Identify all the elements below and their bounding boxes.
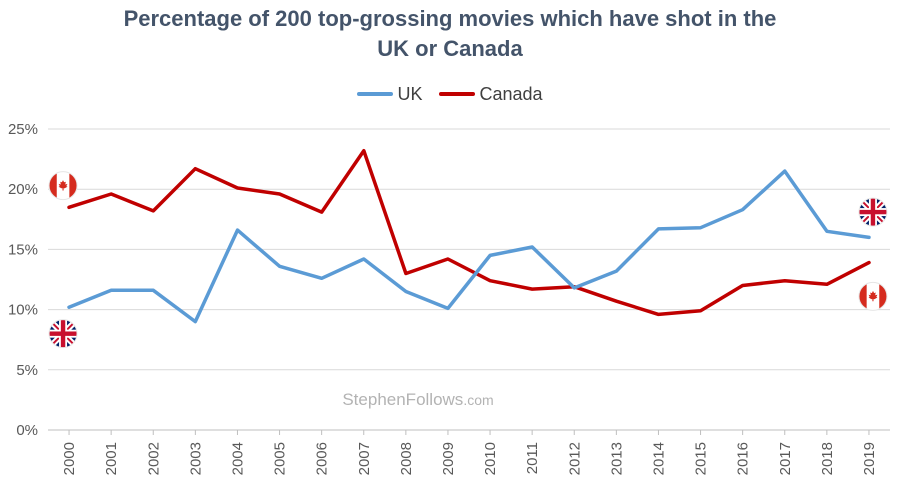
watermark-main: StephenFollows xyxy=(342,390,463,409)
chart-title: Percentage of 200 top-grossing movies wh… xyxy=(0,4,900,64)
x-tick-label: 2010 xyxy=(482,442,499,475)
x-tick-label: 2016 xyxy=(735,442,752,475)
uk-flag-icon xyxy=(858,197,888,227)
x-tick-label: 2000 xyxy=(61,442,78,475)
x-tick-label: 2014 xyxy=(650,442,667,475)
x-tick-label: 2007 xyxy=(356,442,373,475)
x-tick-label: 2006 xyxy=(314,442,331,475)
y-tick-label: 15% xyxy=(8,241,38,258)
x-tick-label: 2003 xyxy=(187,442,204,475)
legend: UK Canada xyxy=(0,80,900,105)
x-tick-label: 2008 xyxy=(398,442,415,475)
x-tick-label: 2002 xyxy=(145,442,162,475)
x-tick-label: 2001 xyxy=(103,442,120,475)
legend-label-canada: Canada xyxy=(479,83,543,104)
x-tick-label: 2013 xyxy=(608,442,625,475)
watermark-suffix: .com xyxy=(463,392,493,408)
legend-item-canada: Canada xyxy=(439,83,543,105)
x-tick-label: 2017 xyxy=(777,442,794,475)
chart-title-line-2: UK or Canada xyxy=(377,36,523,61)
x-tick-label: 2011 xyxy=(524,442,541,474)
x-tick-label: 2018 xyxy=(819,442,836,475)
canada-flag-icon xyxy=(858,281,888,311)
chart-title-line-1: Percentage of 200 top-grossing movies wh… xyxy=(123,6,777,31)
x-tick-label: 2012 xyxy=(566,442,583,475)
y-axis-tick-labels: 0% 5% 10% 15% 20% 25% xyxy=(8,121,38,439)
series-lines xyxy=(67,148,871,324)
x-tick-label: 2015 xyxy=(693,442,710,475)
uk-flag-icon xyxy=(48,319,78,349)
y-tick-label: 20% xyxy=(8,181,38,198)
legend-swatch-canada xyxy=(439,92,476,96)
x-tick-label: 2005 xyxy=(272,442,289,475)
watermark: StephenFollows.com xyxy=(342,390,493,409)
flag-markers xyxy=(48,171,888,349)
legend-swatch-uk xyxy=(357,92,394,96)
y-tick-label: 5% xyxy=(16,362,38,379)
x-tick-label: 2004 xyxy=(229,442,246,475)
y-tick-label: 10% xyxy=(8,302,38,319)
x-axis-tick-labels: 2000 2001 2002 2003 2004 2005 2006 2007 2008 2009… xyxy=(61,442,878,475)
x-tick-label: 2009 xyxy=(440,442,457,475)
canada-flag-icon xyxy=(48,171,78,201)
y-tick-label: 25% xyxy=(8,121,38,138)
series-line-canada xyxy=(67,148,871,317)
y-tick-label: 0% xyxy=(16,422,38,439)
x-tick-label: 2019 xyxy=(861,442,878,475)
legend-label-uk: UK xyxy=(397,83,423,104)
gridlines xyxy=(48,128,890,435)
legend-item-uk: UK xyxy=(357,84,422,105)
series-line-uk xyxy=(67,169,871,324)
